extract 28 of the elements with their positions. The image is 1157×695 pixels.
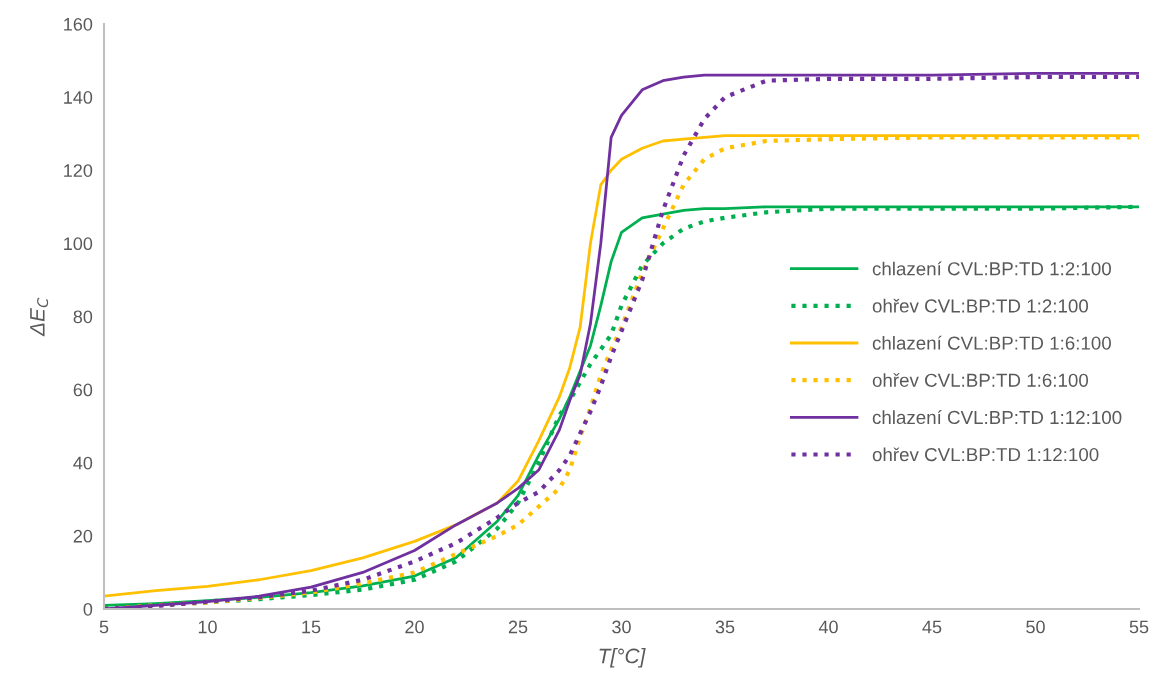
x-tick-label: 35 [715,620,735,634]
legend-label: ohřev CVL:BP:TD 1:12:100 [872,447,1099,462]
y-tick-label: 40 [73,456,93,470]
y-tick-label: 80 [73,310,93,324]
y-tick-label: 20 [73,529,93,543]
y-tick-label: 160 [64,17,93,31]
legend-label: chlazení CVL:BP:TD 1:12:100 [872,410,1122,425]
legend-label: chlazení CVL:BP:TD 1:6:100 [872,335,1111,350]
x-tick-label: 20 [405,620,424,634]
x-tick-label: 45 [922,620,942,634]
x-tick-label: 55 [1129,620,1149,634]
legend-label: ohřev CVL:BP:TD 1:6:100 [872,373,1089,387]
x-tick-label: 25 [508,620,528,634]
y-tick-label: 60 [73,383,93,397]
legend-label: chlazení CVL:BP:TD 1:2:100 [872,261,1111,276]
x-tick-label: 15 [302,620,321,634]
x-tick-label: 30 [612,620,631,634]
x-tick-label: 5 [99,620,109,634]
x-tick-label: 40 [818,620,838,634]
y-axis-title: ΔE$_{C}$ [30,297,49,337]
legend-label: ohřev CVL:BP:TD 1:2:100 [872,298,1089,313]
y-tick-label: 100 [64,237,93,251]
y-tick-label: 140 [64,91,93,104]
x-axis-title: T[°C] [599,648,646,668]
x-tick-label: 50 [1026,620,1045,634]
y-tick-label: 120 [64,164,93,177]
y-tick-label: 0 [83,602,93,616]
x-tick-label: 10 [198,620,217,634]
